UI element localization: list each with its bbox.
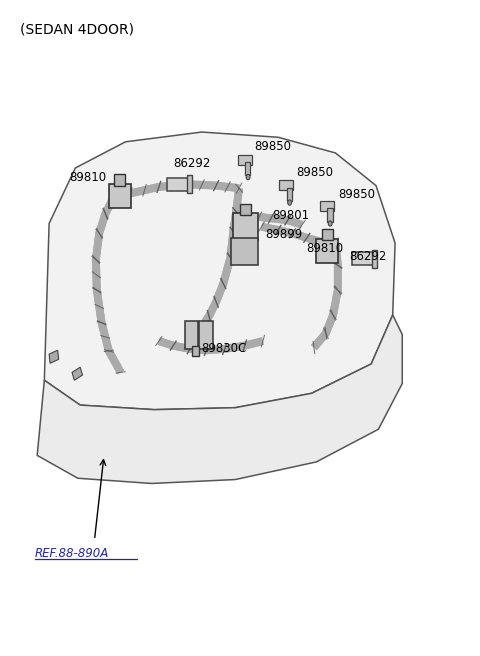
FancyBboxPatch shape — [316, 239, 338, 263]
Text: 89850: 89850 — [254, 140, 291, 153]
Text: 89850: 89850 — [296, 166, 333, 179]
FancyBboxPatch shape — [115, 174, 125, 186]
Polygon shape — [44, 132, 395, 409]
FancyBboxPatch shape — [322, 229, 333, 241]
Polygon shape — [37, 315, 402, 483]
FancyBboxPatch shape — [233, 213, 258, 241]
FancyBboxPatch shape — [279, 180, 293, 190]
Text: 89850: 89850 — [338, 188, 375, 201]
Circle shape — [288, 200, 291, 205]
FancyBboxPatch shape — [192, 346, 199, 356]
FancyBboxPatch shape — [372, 250, 377, 268]
Polygon shape — [49, 350, 59, 363]
FancyBboxPatch shape — [185, 321, 199, 349]
FancyBboxPatch shape — [320, 201, 334, 211]
Text: REF.88-890A: REF.88-890A — [35, 547, 109, 560]
FancyBboxPatch shape — [187, 175, 192, 194]
Text: 89801: 89801 — [273, 209, 310, 222]
Text: (SEDAN 4DOOR): (SEDAN 4DOOR) — [21, 22, 134, 36]
Text: 89830C: 89830C — [201, 342, 246, 356]
FancyBboxPatch shape — [327, 209, 333, 222]
Polygon shape — [72, 367, 83, 380]
FancyBboxPatch shape — [167, 178, 192, 191]
Text: 86292: 86292 — [174, 157, 211, 170]
Circle shape — [246, 174, 250, 180]
FancyBboxPatch shape — [238, 155, 252, 165]
FancyBboxPatch shape — [287, 188, 292, 201]
FancyBboxPatch shape — [199, 321, 213, 349]
Text: 86292: 86292 — [349, 250, 386, 262]
FancyBboxPatch shape — [245, 162, 251, 175]
Text: 89810: 89810 — [306, 242, 343, 255]
FancyBboxPatch shape — [240, 204, 251, 215]
FancyBboxPatch shape — [109, 184, 131, 209]
Text: 89899: 89899 — [265, 228, 302, 241]
FancyBboxPatch shape — [352, 252, 376, 265]
Text: 89810: 89810 — [69, 171, 107, 184]
Circle shape — [328, 221, 332, 226]
FancyBboxPatch shape — [231, 238, 258, 265]
